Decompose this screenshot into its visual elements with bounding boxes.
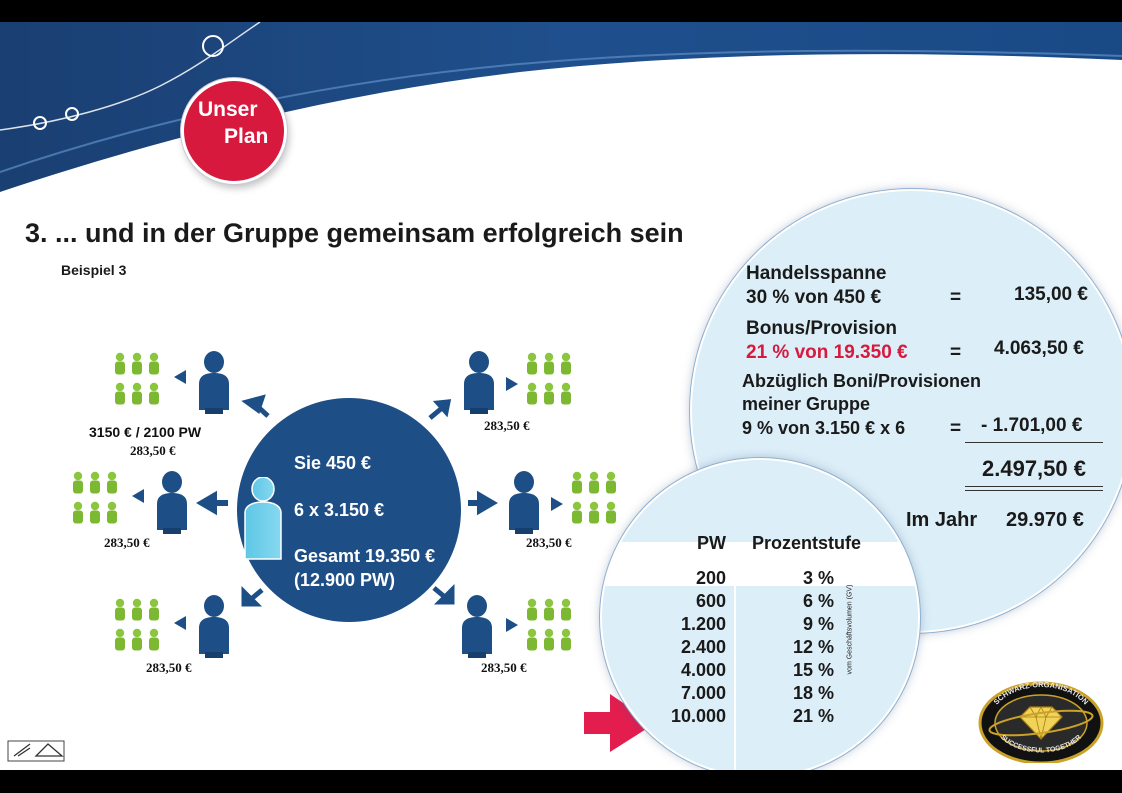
divider-line <box>965 442 1103 443</box>
group-bonus-value: 283,50 € <box>104 535 150 550</box>
wave-dot <box>202 35 224 57</box>
badge-line2: Plan <box>224 125 269 148</box>
group-members-icon <box>527 599 571 651</box>
pointer-arrow-icon <box>584 694 654 752</box>
unser-plan-badge: Unser Plan <box>181 78 287 184</box>
group-members-icon <box>527 353 571 405</box>
wave-dot <box>33 116 47 130</box>
group-diagram <box>7 351 654 762</box>
center-summary-circle: Sie 450 € 6 x 3.150 € Gesamt 19.350 € (1… <box>237 398 461 622</box>
partner-icon <box>464 351 494 414</box>
table-header <box>602 542 918 586</box>
table-cell-pct: 15 % <box>792 660 834 680</box>
arrow-diag-icon <box>428 399 452 420</box>
arrow-diag-icon <box>241 394 270 418</box>
equals-sign: = <box>950 418 962 439</box>
bonus-formula: 21 % von 19.350 € <box>746 342 908 363</box>
column-header-percent: Prozentstufe <box>752 533 862 553</box>
header-wave <box>0 22 1122 192</box>
center-own-turnover: Sie 450 € <box>294 453 372 473</box>
pen-icon <box>13 743 64 757</box>
table-cell-pct: 6 % <box>802 591 834 611</box>
deduction-label: Abzüglich Boni/Provisionen <box>742 371 982 391</box>
group-bonus-value: 283,50 € <box>130 443 176 458</box>
bonus-value: 4.063,50 € <box>994 338 1084 359</box>
margin-value: 135,00 € <box>1014 284 1088 305</box>
center-total-pw: (12.900 PW) <box>294 570 396 590</box>
table-cell-pct: 12 % <box>792 637 834 657</box>
table-cell-pw: 4.000 <box>680 660 726 680</box>
group-bonus-value: 283,50 € <box>526 535 572 550</box>
year-label: Im Jahr <box>906 509 978 531</box>
partner-icon <box>199 595 229 658</box>
page-title: 3. ... und in der Gruppe gemeinsam erfol… <box>25 218 684 248</box>
table-cell-pw: 2.400 <box>680 637 726 657</box>
partner-icon <box>462 595 492 658</box>
arrow-left-icon <box>174 616 186 630</box>
group-members-icon <box>73 472 117 524</box>
margin-formula: 30 % von 450 € <box>746 287 882 308</box>
partner-icon <box>199 351 229 414</box>
table-cell-pct: 9 % <box>802 614 834 634</box>
arrow-right-icon <box>551 497 563 511</box>
arrow-diag-icon <box>241 585 264 607</box>
center-total: Gesamt 19.350 € <box>294 546 436 566</box>
slide: Unser Plan 3. ... und in der Gruppe geme… <box>0 22 1122 770</box>
equals-sign: = <box>950 287 962 308</box>
group-members-icon <box>115 353 159 405</box>
table-cell-pw: 1.200 <box>680 614 726 634</box>
monthly-total: 2.497,50 € <box>982 456 1086 481</box>
double-underline <box>965 486 1103 487</box>
arrow-left-icon <box>174 370 186 384</box>
arrow-diag-icon <box>432 583 455 605</box>
year-value: 29.970 € <box>1006 509 1084 531</box>
wave-dot <box>65 107 79 121</box>
double-underline <box>965 490 1103 491</box>
example-label: Beispiel 3 <box>61 262 127 278</box>
table-side-note: vom Geschäftsvolumen (GV) <box>846 584 854 675</box>
deduction-formula: 9 % von 3.150 € x 6 <box>742 418 906 438</box>
table-divider <box>734 586 736 770</box>
group-bonus-value: 283,50 € <box>484 418 530 433</box>
group-members-icon <box>572 472 616 524</box>
table-cell-pw: 7.000 <box>680 683 726 703</box>
column-header-pw: PW <box>697 533 726 553</box>
table-cell-pct: 18 % <box>792 683 834 703</box>
badge-line1: Unser <box>198 98 258 121</box>
deduction-value: - 1.701,00 € <box>981 415 1083 436</box>
table-cell-pw: 200 <box>695 568 726 588</box>
deduction-label-2: meiner Gruppe <box>742 394 871 414</box>
table-cell-pct-highlight: 21 % <box>792 706 834 726</box>
arrow-left-icon <box>196 490 228 516</box>
partner-icon <box>157 471 187 534</box>
center-person-icon <box>244 477 282 560</box>
table-cell-pw-highlight: 10.000 <box>670 706 726 726</box>
partner-icon <box>509 471 539 534</box>
arrow-right-icon <box>506 377 518 391</box>
group-bonus-value: 283,50 € <box>146 660 192 675</box>
percentage-table-circle <box>600 458 920 770</box>
group-volume-label: 3150 € / 2100 PW <box>89 424 202 440</box>
arrow-left-icon <box>132 489 144 503</box>
group-bonus-value: 283,50 € <box>481 660 527 675</box>
arrow-right-icon <box>506 618 518 632</box>
margin-label: Handelsspanne <box>746 263 887 284</box>
group-members-icon <box>115 599 159 651</box>
bonus-label: Bonus/Provision <box>746 318 897 339</box>
center-group-turnover: 6 x 3.150 € <box>294 500 385 520</box>
table-cell-pw: 600 <box>695 591 726 611</box>
arrow-right-icon <box>468 490 498 516</box>
schwarz-organisation-logo: SCHWARZ-ORGANISATION SUCCESSFUL TOGETHER <box>978 680 1104 763</box>
table-cell-pct: 3 % <box>802 568 834 588</box>
equals-sign: = <box>950 342 962 363</box>
